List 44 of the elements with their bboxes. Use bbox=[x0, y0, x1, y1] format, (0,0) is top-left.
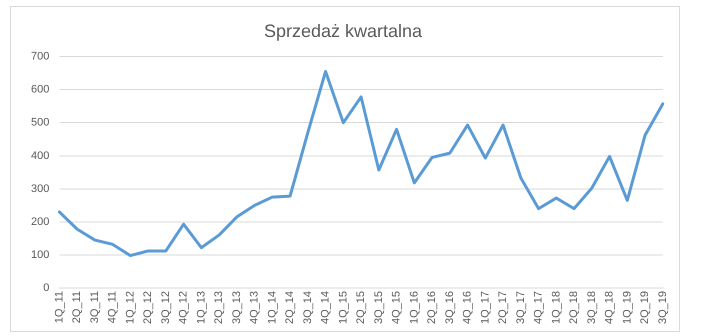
x-tick-label: 2Q_18 bbox=[568, 290, 580, 324]
x-tick-label: 1Q_12 bbox=[124, 290, 136, 324]
x-tick-label: 3Q_18 bbox=[586, 290, 598, 324]
x-tick-label: 4Q_16 bbox=[462, 290, 474, 324]
y-tick-label: 400 bbox=[30, 150, 50, 162]
x-tick-label: 3Q_16 bbox=[444, 290, 456, 324]
x-tick-label: 1Q_16 bbox=[408, 290, 420, 324]
x-tick-label: 4Q_14 bbox=[320, 290, 332, 324]
x-tick-label: 1Q_19 bbox=[621, 290, 634, 324]
x-tick-label: 2Q_15 bbox=[355, 290, 368, 324]
x-tick-label: 2Q_17 bbox=[497, 290, 510, 324]
y-tick-label: 200 bbox=[30, 216, 50, 228]
y-tick-label: 0 bbox=[43, 282, 50, 294]
y-tick-label: 500 bbox=[30, 116, 50, 129]
x-tick-label: 4Q_15 bbox=[390, 290, 403, 324]
y-tick-label: 300 bbox=[30, 182, 50, 195]
x-tick-label: 3Q_11 bbox=[88, 290, 101, 324]
chart-title: Sprzedaż kwartalna bbox=[264, 20, 424, 41]
x-tick-label: 1Q_13 bbox=[195, 290, 208, 324]
x-tick-label: 4Q_12 bbox=[178, 290, 190, 324]
x-tick-label: 3Q_17 bbox=[514, 290, 527, 324]
x-tick-label: 2Q_12 bbox=[142, 290, 154, 324]
x-tick-label: 1Q_14 bbox=[266, 290, 278, 324]
x-tick-label: 2Q_16 bbox=[426, 290, 438, 324]
x-tick-label: 4Q_13 bbox=[248, 290, 261, 324]
x-tick-label: 2Q_19 bbox=[639, 290, 652, 324]
y-tick-label: 600 bbox=[30, 84, 50, 96]
x-tick-label: 3Q_15 bbox=[372, 290, 385, 324]
x-tick-label: 2Q_14 bbox=[284, 290, 296, 324]
y-tick-label: 700 bbox=[30, 50, 50, 63]
x-tick-label: 1Q_17 bbox=[479, 290, 492, 324]
x-tick-label: 1Q_11 bbox=[53, 290, 66, 324]
x-tick-label: 3Q_19 bbox=[656, 290, 669, 324]
y-tick-label: 100 bbox=[30, 248, 50, 261]
x-tick-label: 3Q_13 bbox=[230, 290, 243, 324]
x-tick-label: 3Q_12 bbox=[160, 290, 172, 324]
x-tick-label: 1Q_15 bbox=[337, 290, 350, 324]
x-tick-label: 4Q_18 bbox=[604, 290, 616, 324]
x-tick-label: 2Q_11 bbox=[71, 290, 84, 324]
x-tick-label: 1Q_18 bbox=[550, 290, 562, 324]
x-tick-label: 4Q_11 bbox=[106, 290, 119, 324]
x-tick-label: 3Q_14 bbox=[302, 290, 314, 324]
x-tick-label: 4Q_17 bbox=[532, 290, 545, 324]
x-tick-label: 2Q_13 bbox=[213, 290, 226, 324]
